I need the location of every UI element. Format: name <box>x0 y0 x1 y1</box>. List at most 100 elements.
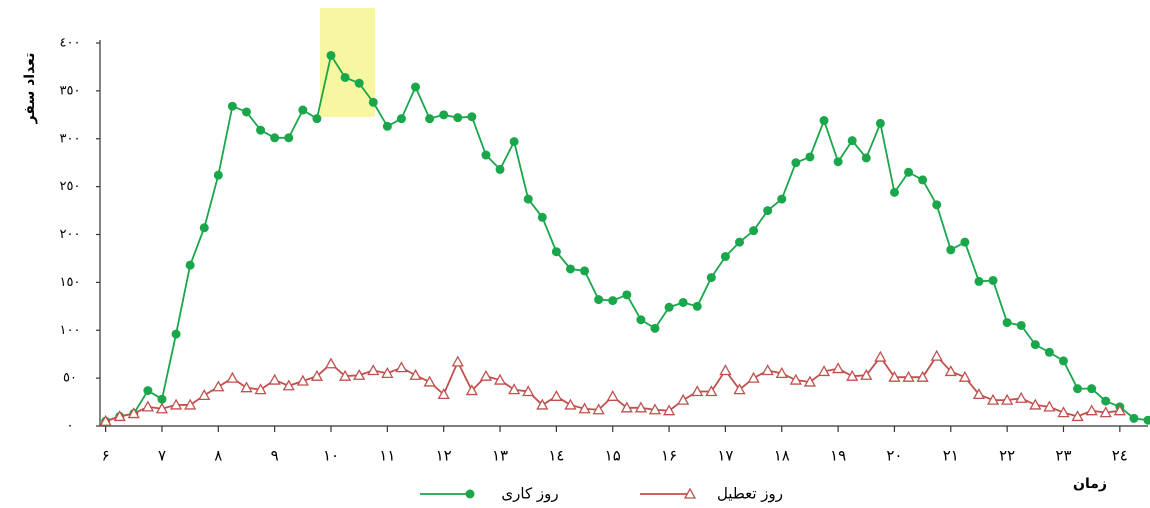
point <box>960 237 970 247</box>
point <box>832 362 845 374</box>
point <box>763 206 773 216</box>
point <box>636 315 646 325</box>
point <box>678 297 688 307</box>
point <box>974 276 984 286</box>
x-tick-label: ۸ <box>214 447 222 465</box>
point <box>719 364 732 376</box>
point <box>578 402 591 414</box>
point <box>1044 347 1054 357</box>
point <box>677 393 690 405</box>
point <box>212 380 225 392</box>
point <box>1099 406 1112 418</box>
point <box>310 369 324 381</box>
point <box>592 403 605 415</box>
point <box>747 371 760 383</box>
x-tick-label: ۲۱ <box>943 447 959 465</box>
point <box>664 302 674 312</box>
point <box>930 349 943 361</box>
x-tick-label: ۱۶ <box>661 447 677 465</box>
point <box>1101 396 1111 406</box>
point <box>1016 320 1026 330</box>
point <box>296 374 309 386</box>
point <box>312 114 322 124</box>
point <box>650 323 660 333</box>
point <box>634 401 648 413</box>
point <box>270 133 280 143</box>
point <box>720 252 730 262</box>
point <box>368 97 378 107</box>
point <box>493 373 507 385</box>
x-axis-label: زمان <box>1073 476 1107 492</box>
point <box>1001 393 1014 405</box>
point <box>706 273 716 283</box>
y-tick-label: ١٥٠ <box>60 275 81 290</box>
y-tick-label: ١٠٠ <box>60 323 81 338</box>
x-tick-label: ۲۲ <box>999 447 1015 465</box>
point <box>986 393 1000 405</box>
point <box>565 264 575 274</box>
point <box>1043 400 1056 412</box>
point <box>396 114 406 124</box>
x-tick-label: ۲۰ <box>886 447 902 465</box>
point <box>465 384 478 396</box>
point <box>861 153 871 163</box>
point <box>1058 356 1068 366</box>
point <box>944 365 957 377</box>
point <box>467 112 477 122</box>
x-tick-label: ۱۹ <box>830 447 846 465</box>
point <box>157 394 167 404</box>
legend-label: روز کاری <box>501 485 558 503</box>
y-tick-label: ٣٥٠ <box>60 83 81 98</box>
x-tick-label: ۱۲ <box>436 447 452 465</box>
point <box>437 388 450 400</box>
highlight <box>320 8 375 117</box>
point <box>326 50 336 60</box>
point <box>594 295 604 305</box>
point <box>988 275 998 285</box>
point <box>127 407 140 419</box>
y-tick-label: ٣٠٠ <box>60 131 81 146</box>
point <box>439 110 449 120</box>
x-tick-label: ۲۳ <box>1055 447 1071 465</box>
point <box>608 296 618 306</box>
point <box>551 247 561 257</box>
point <box>465 489 475 499</box>
x-tick-label: ۷ <box>158 447 166 465</box>
point <box>382 121 392 131</box>
point <box>692 301 702 311</box>
point <box>775 366 788 378</box>
point <box>298 105 308 115</box>
point <box>889 187 899 197</box>
point <box>735 237 745 247</box>
point <box>958 370 971 382</box>
point <box>536 398 549 410</box>
point <box>113 410 126 422</box>
point <box>918 175 928 185</box>
y-tick-label: ٥٠ <box>63 371 77 386</box>
y-tick-label: ٢٥٠ <box>60 179 81 194</box>
point <box>256 125 266 135</box>
point <box>171 329 181 339</box>
point <box>425 114 435 124</box>
point <box>1029 398 1042 410</box>
point <box>481 150 491 160</box>
point <box>241 107 251 117</box>
point <box>550 389 563 401</box>
point <box>169 398 183 410</box>
point <box>888 370 901 382</box>
point <box>509 137 519 147</box>
point <box>622 290 632 300</box>
point <box>946 245 956 255</box>
point <box>932 200 942 210</box>
point <box>523 194 533 204</box>
point <box>1071 410 1084 422</box>
point <box>340 72 350 82</box>
point <box>648 403 662 415</box>
point <box>1015 391 1028 403</box>
legend-label: روز تعطیل <box>717 485 783 503</box>
point <box>789 373 802 385</box>
point <box>522 385 535 397</box>
point <box>860 368 873 380</box>
point <box>381 366 394 378</box>
